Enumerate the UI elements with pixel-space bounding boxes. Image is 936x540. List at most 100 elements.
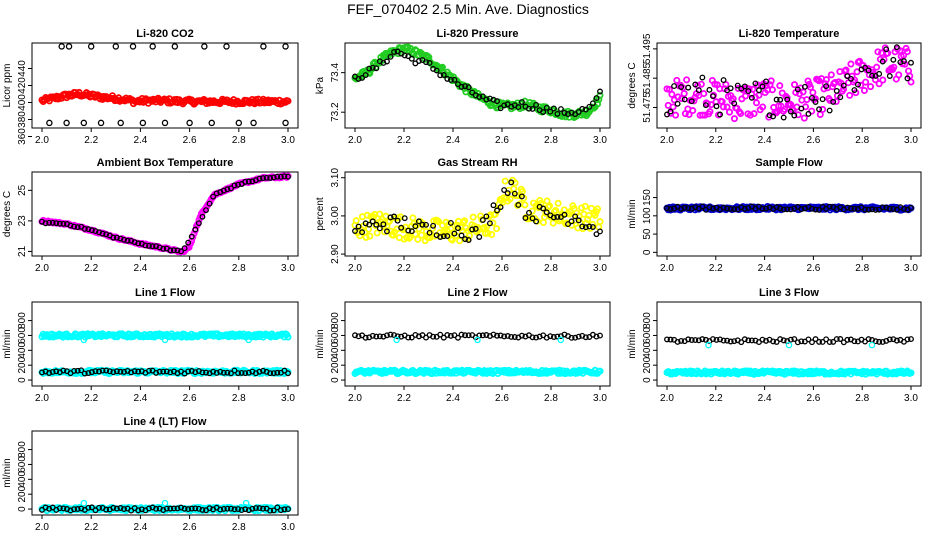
data-point xyxy=(231,182,238,189)
data-point xyxy=(846,91,854,99)
data-point xyxy=(868,341,876,349)
data-point xyxy=(455,225,461,232)
data-point xyxy=(444,75,451,82)
data-point xyxy=(389,231,397,239)
data-point xyxy=(285,173,291,180)
data-point xyxy=(724,337,731,344)
data-point xyxy=(741,336,748,343)
data-point xyxy=(458,232,465,239)
data-point xyxy=(192,226,199,233)
x-tick-label: 2.6 xyxy=(495,135,509,146)
points-group xyxy=(38,172,292,256)
data-point xyxy=(192,369,199,376)
data-point xyxy=(903,48,911,56)
data-point xyxy=(373,229,381,237)
data-point xyxy=(103,367,110,374)
plot-frame xyxy=(656,42,922,129)
data-point xyxy=(860,87,868,95)
data-point xyxy=(826,107,833,114)
x-tick-label: 2.8 xyxy=(232,135,246,146)
data-point xyxy=(80,499,88,507)
data-point xyxy=(521,201,529,209)
data-point xyxy=(174,247,181,254)
data-point xyxy=(794,86,801,93)
data-point xyxy=(667,108,674,115)
y-axis-label: degrees C xyxy=(2,191,13,237)
data-point xyxy=(426,229,433,236)
data-point xyxy=(593,333,600,340)
data-point xyxy=(366,221,373,228)
y-tick-label: 3.00 xyxy=(330,206,341,226)
data-point xyxy=(753,99,761,107)
data-point xyxy=(900,58,907,65)
data-point xyxy=(74,506,81,512)
x-tick-label: 2.2 xyxy=(709,135,723,146)
x-tick-label: 2.8 xyxy=(544,263,558,274)
data-point xyxy=(355,223,362,230)
data-point xyxy=(490,202,497,209)
data-point xyxy=(540,205,547,212)
data-point xyxy=(713,336,720,343)
data-point xyxy=(826,339,833,345)
data-point xyxy=(160,368,167,375)
data-point xyxy=(784,96,791,103)
data-point xyxy=(274,369,281,376)
data-point xyxy=(129,43,137,50)
y-tick-label: 73.4 xyxy=(330,62,341,82)
data-point xyxy=(252,505,259,512)
data-point xyxy=(387,331,394,338)
y-tick-label: 400 xyxy=(17,94,28,111)
data-point xyxy=(812,206,819,213)
data-point xyxy=(493,225,501,233)
data-point xyxy=(692,81,699,88)
data-point xyxy=(842,66,850,74)
data-point xyxy=(462,332,469,339)
data-point xyxy=(699,336,706,343)
data-point xyxy=(515,104,522,111)
data-point xyxy=(671,83,678,90)
data-point xyxy=(430,222,437,229)
data-point xyxy=(738,339,745,346)
data-point xyxy=(805,110,812,117)
data-point xyxy=(851,76,859,84)
data-point xyxy=(819,105,827,113)
data-point xyxy=(63,119,70,127)
data-point xyxy=(872,338,879,345)
data-point xyxy=(117,505,124,511)
data-point xyxy=(99,230,106,237)
data-point xyxy=(890,205,897,212)
data-point xyxy=(804,77,812,85)
data-point xyxy=(806,83,814,91)
data-point xyxy=(235,119,243,127)
x-tick-label: 2.0 xyxy=(348,263,362,274)
data-point xyxy=(561,211,568,218)
panel-title: Li-820 Temperature xyxy=(739,28,840,40)
data-point xyxy=(593,95,600,102)
data-point xyxy=(837,336,844,342)
data-point xyxy=(586,103,593,110)
data-point xyxy=(865,67,872,74)
data-point xyxy=(149,243,156,250)
data-point xyxy=(483,332,490,338)
data-point xyxy=(822,76,830,84)
data-point xyxy=(384,332,390,339)
data-point xyxy=(501,102,508,109)
data-point xyxy=(794,111,802,119)
data-point xyxy=(827,71,835,79)
data-point xyxy=(192,505,199,512)
data-point xyxy=(811,95,819,103)
data-point xyxy=(781,105,789,113)
data-point xyxy=(869,72,876,79)
data-point xyxy=(178,248,184,255)
data-point xyxy=(112,43,120,50)
plot-frame xyxy=(344,301,611,387)
data-point xyxy=(376,225,383,232)
data-point xyxy=(748,94,755,101)
chart-panel: Li-820 Temperature degrees C 2.0 2.2 2.4 2.6 2… xyxy=(627,28,922,146)
data-point xyxy=(417,231,425,239)
x-tick-label: 2.6 xyxy=(183,263,197,274)
data-point xyxy=(435,218,443,226)
data-point xyxy=(270,174,277,181)
data-point xyxy=(285,506,291,513)
data-point xyxy=(886,73,893,79)
